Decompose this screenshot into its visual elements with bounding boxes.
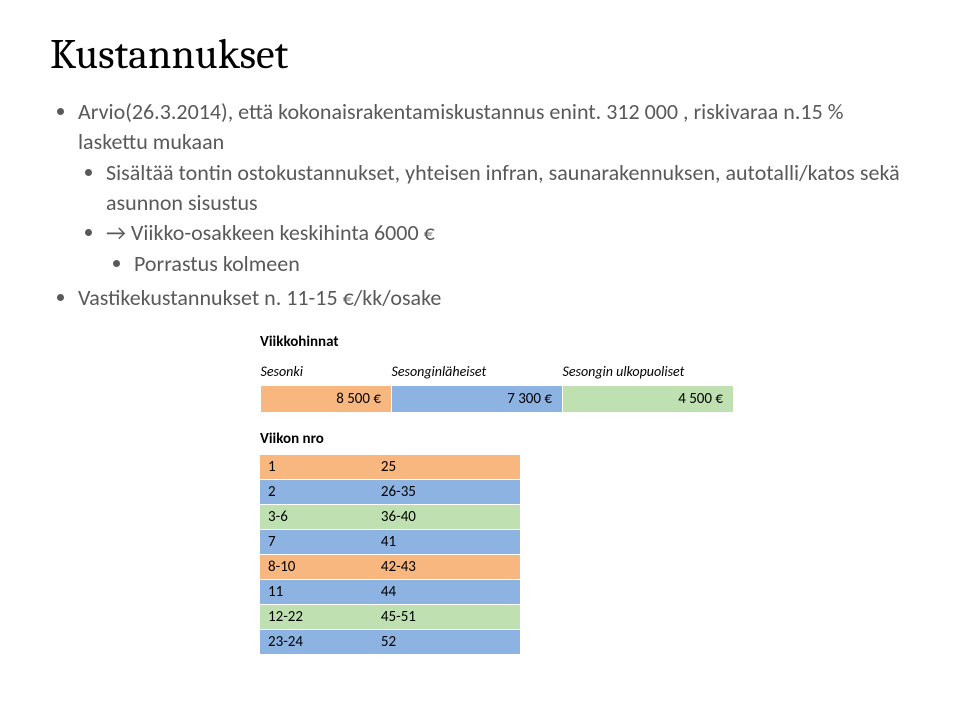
bullet-text: Arvio(26.3.2014), että kokonaisrakentami… xyxy=(78,98,843,155)
week-row: 1144 xyxy=(260,579,520,604)
price-header-row: Sesonki Sesonginläheiset Sesongin ulkopu… xyxy=(261,361,734,386)
week-row: 125 xyxy=(260,454,520,479)
week-cell-left: 7 xyxy=(260,529,373,554)
bullet-subsublist: Porrastus kolmeen xyxy=(106,249,910,279)
bullet-includes: Sisältää tontin ostokustannukset, yhteis… xyxy=(106,158,910,217)
week-cell-right: 52 xyxy=(373,629,520,654)
week-cell-left: 1 xyxy=(260,454,373,479)
week-cell-right: 36-40 xyxy=(373,504,520,529)
week-row: 8-1042-43 xyxy=(260,554,520,579)
arrow-icon xyxy=(106,219,131,246)
page-title: Kustannukset xyxy=(50,30,910,79)
week-row: 226-35 xyxy=(260,479,520,504)
week-cell-right: 26-35 xyxy=(373,479,520,504)
bullet-week-share: Viikko-osakkeen keskihinta 6000 € Porras… xyxy=(106,218,910,279)
price-cell: 7 300 € xyxy=(392,386,563,412)
price-table: Sesonki Sesonginläheiset Sesongin ulkopu… xyxy=(260,361,733,412)
week-cell-right: 42-43 xyxy=(373,554,520,579)
week-row: 741 xyxy=(260,529,520,554)
week-cell-left: 3-6 xyxy=(260,504,373,529)
bullet-tiering: Porrastus kolmeen xyxy=(134,249,910,279)
price-header-sesonginlaheiset: Sesonginläheiset xyxy=(392,361,563,386)
week-cell-left: 8-10 xyxy=(260,554,373,579)
week-cell-right: 44 xyxy=(373,579,520,604)
bullet-text: Viikko-osakkeen keskihinta 6000 € xyxy=(131,219,435,246)
week-cell-left: 11 xyxy=(260,579,373,604)
week-row: 23-2452 xyxy=(260,629,520,654)
bullet-list: Arvio(26.3.2014), että kokonaisrakentami… xyxy=(50,97,910,313)
price-header-sesonki: Sesonki xyxy=(261,361,392,386)
week-table-title: Viikon nro xyxy=(260,430,910,448)
bullet-sublist: Sisältää tontin ostokustannukset, yhteis… xyxy=(78,158,910,279)
week-cell-left: 12-22 xyxy=(260,604,373,629)
price-value-row: 8 500 €7 300 €4 500 € xyxy=(261,386,734,412)
week-table: 125226-353-636-407418-1042-43114412-2245… xyxy=(260,454,520,654)
week-cell-right: 41 xyxy=(373,529,520,554)
bullet-cost-estimate: Arvio(26.3.2014), että kokonaisrakentami… xyxy=(78,97,910,279)
price-cell: 8 500 € xyxy=(261,386,392,412)
week-cell-right: 25 xyxy=(373,454,520,479)
price-cell: 4 500 € xyxy=(563,386,734,412)
slide: Kustannukset Arvio(26.3.2014), että koko… xyxy=(0,0,960,720)
week-cell-left: 2 xyxy=(260,479,373,504)
price-header-ulkopuoliset: Sesongin ulkopuoliset xyxy=(563,361,734,386)
price-table-title: Viikkohinnat xyxy=(260,333,910,351)
week-cell-right: 45-51 xyxy=(373,604,520,629)
bullet-maintenance-cost: Vastikekustannukset n. 11-15 €/kk/osake xyxy=(78,283,910,313)
week-cell-left: 23-24 xyxy=(260,629,373,654)
tables-container: Viikkohinnat Sesonki Sesonginläheiset Se… xyxy=(260,333,910,654)
week-row: 12-2245-51 xyxy=(260,604,520,629)
week-row: 3-636-40 xyxy=(260,504,520,529)
